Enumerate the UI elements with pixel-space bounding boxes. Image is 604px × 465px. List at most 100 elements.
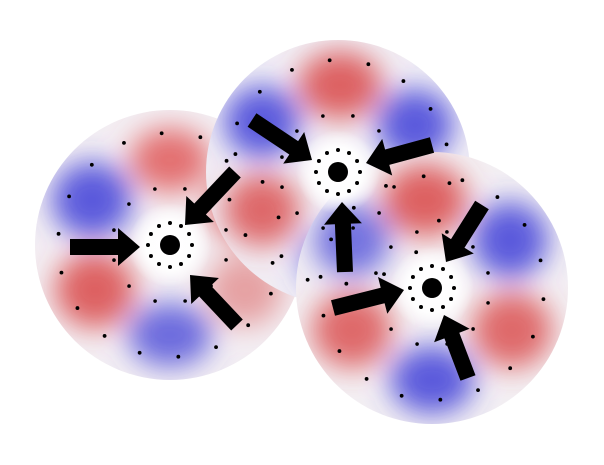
cell-left-ring1-dot (168, 265, 172, 269)
cell-right-ring3-dot (337, 349, 342, 353)
cell-top-ring3-dot (224, 158, 229, 163)
cell-left-ring1-dot (157, 223, 161, 228)
cell-top-ring2-dot (295, 211, 299, 215)
cell-right-ring2-dot (486, 301, 490, 305)
cell-top-ring1-dot (347, 189, 351, 194)
cell-right-ring3-dot (495, 195, 500, 199)
cell-left-ring3-dot (260, 180, 265, 184)
cell-left-ring3-dot (102, 334, 107, 338)
cell-right-ring3-dot (399, 393, 404, 398)
cell-right-arrow-south (434, 315, 476, 381)
dot-layer (56, 58, 546, 402)
cell-right-ring1-dot (410, 275, 415, 279)
cell-top-ring3-dot (257, 89, 262, 94)
cell-left-ring1-dot (157, 262, 161, 267)
cell-top-ring3-dot (436, 218, 441, 223)
cell-left-ring1-dot (187, 254, 192, 258)
cell-top-ring3-dot (227, 197, 232, 202)
cell-left-arrow-west (70, 228, 140, 266)
cell-right-ring3-dot (321, 313, 326, 318)
cell-left-ring3-dot (75, 306, 80, 310)
cell-right-ring1-dot (452, 286, 456, 290)
cell-top-arrow-northwest (247, 113, 312, 164)
cell-right-ring3-dot (384, 183, 388, 188)
cell-left-ring1-dot (148, 232, 153, 236)
cell-right-ring3-dot (538, 258, 543, 263)
cell-top-ring1-dot (336, 192, 340, 196)
cell-top-ring3-dot (444, 142, 449, 147)
cell-right-ring3-dot (318, 274, 323, 279)
cell-right-ring1-dot (449, 275, 454, 279)
cell-left-arrow-southeast (190, 275, 243, 331)
cell-top-ring2-dot (392, 185, 396, 189)
cell-top-ring3-dot (428, 107, 433, 111)
cell-right-arrow-northeast (441, 200, 489, 262)
cell-right-ring2-dot (374, 271, 378, 275)
cell-right-ring1-dot (441, 305, 445, 310)
cell-top-ring3-dot (270, 261, 275, 265)
cell-top-ring1-dot (336, 148, 340, 152)
cell-right-ring3-dot (438, 397, 443, 402)
cell-top-ring1-dot (355, 159, 360, 163)
cell-left-ring3-dot (176, 354, 181, 359)
cell-left-ring1-dot (187, 232, 192, 236)
cell-top-ring3-dot (290, 67, 294, 72)
cell-top-ring3-dot (305, 277, 310, 282)
cell-top-ring1-dot (316, 159, 321, 163)
cell-right-ring1-dot (441, 266, 445, 271)
cell-top-ring2-dot (295, 129, 299, 133)
cell-right-center-particle (422, 278, 442, 298)
cell-left-ring1-dot (179, 223, 183, 228)
cell-left-ring2-dot (153, 299, 157, 303)
cell-right-ring1-dot (410, 297, 415, 301)
cell-top-ring2-dot (321, 226, 325, 230)
cell-left-ring3-dot (59, 270, 64, 275)
cell-left-ring1-dot (168, 221, 172, 225)
cell-top-center-particle (328, 162, 348, 182)
cell-left-ring2-dot (112, 228, 116, 232)
cell-right-ring1-dot (408, 286, 412, 290)
cell-top-ring1-dot (314, 170, 318, 174)
cell-right-ring2-dot (415, 342, 419, 346)
cell-left-ring3-dot (137, 350, 142, 355)
cell-top-ring3-dot (401, 79, 406, 83)
cell-top-ring3-dot (235, 121, 240, 126)
arrow-layer (70, 113, 489, 381)
cell-right-ring3-dot (351, 205, 356, 210)
cell-left-ring1-dot (148, 254, 153, 258)
cell-left-ring3-dot (198, 135, 203, 140)
cell-left-ring2-dot (183, 187, 187, 191)
cell-left-ring3-dot (122, 140, 126, 145)
cell-left-ring3-dot (159, 131, 164, 136)
cell-left-center-particle (160, 235, 180, 255)
cell-right-ring2-dot (471, 327, 475, 331)
cell-left-ring3-dot (67, 194, 72, 199)
cell-left-ring2-dot (153, 187, 157, 191)
cell-left-arrow-northeast (185, 166, 241, 225)
cell-top-ring3-dot (447, 181, 452, 186)
cell-right-ring1-dot (430, 264, 434, 268)
cell-right-ring3-dot (530, 334, 535, 339)
cell-right-ring3-dot (364, 377, 369, 381)
cell-right-ring2-dot (486, 271, 490, 275)
cell-left-ring2-dot (224, 258, 228, 262)
cell-left-ring2-dot (224, 228, 228, 232)
cell-left-ring3-dot (268, 291, 273, 296)
cell-left-ring2-dot (112, 258, 116, 262)
cell-top-ring3-dot (344, 281, 349, 286)
cell-left-ring2-dot (127, 284, 131, 288)
cell-top-ring2-dot (351, 226, 355, 230)
cell-top-arrow-northeast (366, 137, 435, 176)
cell-top-arrow-south (324, 202, 362, 273)
cell-left-ring3-dot (276, 215, 281, 220)
cell-right-arrow-west (331, 277, 404, 316)
cell-left-ring2-dot (183, 299, 187, 303)
cell-left-ring3-dot (233, 152, 238, 156)
cell-top-ring1-dot (316, 181, 321, 185)
cell-left-ring3-dot (279, 254, 284, 259)
cell-top-ring1-dot (325, 189, 329, 194)
cell-right-ring3-dot (508, 366, 513, 371)
cell-right-ring3-dot (476, 388, 480, 393)
cell-top-ring1-dot (325, 150, 329, 155)
